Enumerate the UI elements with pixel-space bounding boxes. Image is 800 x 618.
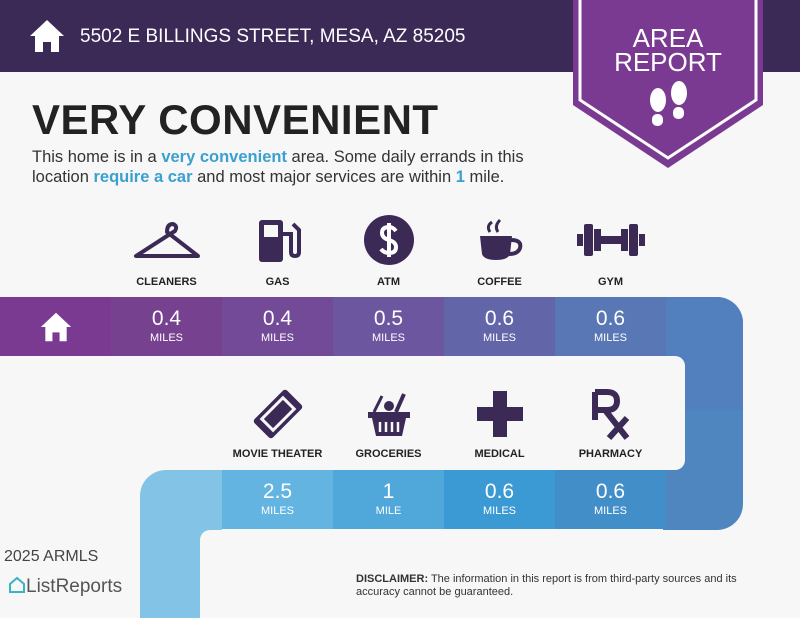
distance-value: 0.5 [373, 307, 404, 330]
distance-cell: 0.4 MILES [111, 297, 222, 356]
distance-unit: MILE [375, 505, 402, 517]
amenity-label: CLEANERS [136, 276, 197, 288]
home-cell [0, 297, 111, 356]
distance-unit: MILES [149, 332, 183, 344]
distance-cell: 0.4 MILES [222, 297, 333, 356]
amenity-label: MOVIE THEATER [232, 448, 323, 460]
hanger-icon [111, 214, 222, 266]
property-address: 5502 E BILLINGS STREET, MESA, AZ 85205 [80, 26, 466, 47]
distance-unit: MILES [593, 505, 627, 517]
listreports-logo: ListReports [8, 576, 122, 598]
amenity-label: PHARMACY [578, 448, 643, 460]
dumbbell-icon [555, 214, 666, 266]
medical-cross-icon [444, 388, 555, 440]
logo-house-icon [9, 576, 25, 593]
dollar-icon [333, 214, 444, 266]
distance-unit: MILES [482, 332, 516, 344]
page-title: VERY CONVENIENT [32, 96, 439, 143]
distance-cell: 2.5 MILES [222, 470, 333, 529]
watermark: 2025 ARMLS [4, 548, 99, 565]
disclaimer: DISCLAIMER: The information in this repo… [356, 573, 737, 598]
amenity-label: GYM [597, 276, 624, 288]
footprints-icon [650, 81, 687, 126]
distance-value: 2.5 [262, 480, 293, 503]
distance-value: 0.6 [484, 307, 515, 330]
distance-cell: 0.6 MILES [444, 297, 555, 356]
distance-cell: 0.6 MILES [555, 470, 666, 529]
badge-line1: AREA [632, 23, 704, 53]
rx-icon [555, 388, 666, 440]
ticket-icon [222, 388, 333, 440]
area-report-badge: AREA REPORT [573, 0, 763, 170]
distance-cell: 1 MILE [333, 470, 444, 529]
distance-unit: MILES [482, 505, 516, 517]
distance-cell: 0.6 MILES [444, 470, 555, 529]
distance-value: 0.6 [484, 480, 515, 503]
distance-unit: MILES [260, 505, 294, 517]
distance-unit: MILES [593, 332, 627, 344]
gas-pump-icon [222, 214, 333, 266]
coffee-icon [444, 214, 555, 266]
home-icon [40, 312, 71, 341]
distance-unit: MILES [260, 332, 294, 344]
distance-value: 0.4 [262, 307, 293, 330]
path-inner-gap-left [200, 530, 222, 618]
distance-cell: 0.5 MILES [333, 297, 444, 356]
basket-icon [333, 388, 444, 440]
amenity-label: COFFEE [477, 276, 522, 288]
distance-value: 0.6 [595, 307, 626, 330]
distance-cell: 0.6 MILES [555, 297, 666, 356]
distance-value: 0.4 [151, 307, 182, 330]
home-icon [30, 20, 64, 52]
convenience-description: This home is in a very convenient area. … [32, 148, 524, 186]
path-inner-gap [663, 356, 685, 470]
distance-unit: MILES [371, 332, 405, 344]
amenity-label: GROCERIES [355, 448, 422, 460]
amenity-label: MEDICAL [474, 448, 525, 460]
amenity-label: GAS [265, 276, 290, 288]
distance-value: 0.6 [595, 480, 626, 503]
amenity-label: ATM [376, 276, 400, 288]
badge-line2: REPORT [614, 47, 722, 77]
distance-value: 1 [382, 480, 395, 503]
